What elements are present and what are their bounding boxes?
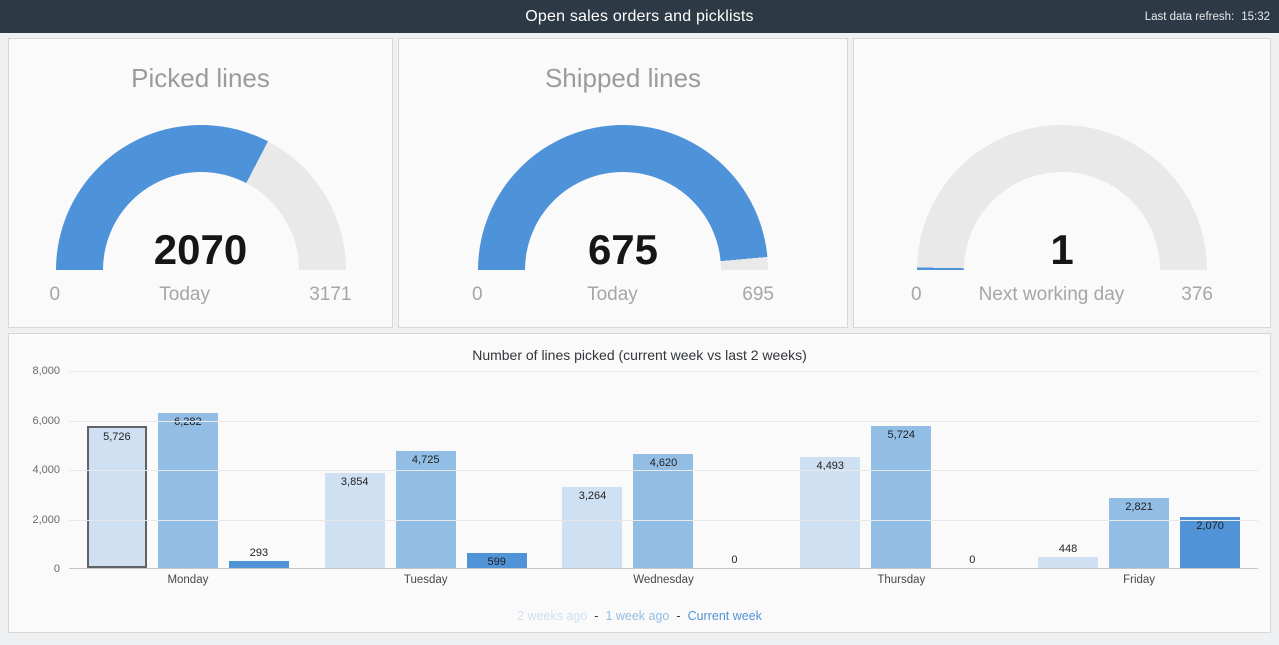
gauge-axis-label: Today [587,284,638,305]
bar-value-label: 448 [1058,543,1078,555]
gauge-max: 695 [742,284,774,305]
refresh-time: 15:32 [1241,10,1270,23]
app-header: Open sales orders and picklists Last dat… [0,0,1279,33]
x-axis-label: Wednesday [633,574,694,586]
next-working-day-gauge: 1 [917,125,1207,273]
shipped-lines-gauge: 675 [478,125,768,273]
bar-value-label: 599 [487,556,506,568]
bar-value-label: 2,070 [1196,520,1224,532]
gauge-title: Picked lines [131,63,270,93]
legend-item-current-week[interactable]: Current week [687,609,762,623]
gauge-min: 0 [49,284,61,305]
gauge-value: 2070 [153,226,248,273]
bar-value-label: 3,854 [340,476,369,488]
last-data-refresh: Last data refresh: 15:32 [1145,0,1270,33]
gauge-axis-label: Next working day [978,284,1125,305]
bar-2-weeks-ago-thursday[interactable]: 4,493 [800,457,861,568]
chart-title: Number of lines picked (current week vs … [472,347,807,363]
bar-current-week-tuesday[interactable]: 599 [466,553,527,568]
bar-value-label: 4,725 [411,454,440,466]
legend-item-1-week-ago[interactable]: 1 week ago [605,609,670,623]
gauge-row: Picked lines 2070 0 Today 3171 Shipped l… [8,38,1271,328]
y-axis-tick-label: 6,000 [32,414,60,427]
gauge-min: 0 [911,284,922,305]
shipped-lines-card: Shipped lines 675 0 Today 695 [398,38,848,328]
gauge-axis-label: Today [159,284,210,305]
page-title: Open sales orders and picklists [525,7,754,25]
bar-1-week-ago-friday[interactable]: 2,821 [1109,498,1170,568]
bar-value-label: 0 [731,554,738,566]
bar-1-week-ago-thursday[interactable]: 5,724 [871,426,932,568]
gauge-scale: 0 Today 3171 [50,284,352,306]
legend-separator: - [594,609,599,623]
x-axis-label: Monday [167,574,209,586]
gridline [69,371,1258,372]
y-axis-tick-label: 2,000 [32,513,60,526]
bar-1-week-ago-wednesday[interactable]: 4,620 [633,454,694,568]
bar-value-label: 2,821 [1125,501,1153,513]
chart-groups: 5,726 6,282 293 Monday 3,854 4,725 599 Tuesday 3… [69,371,1258,586]
x-axis-label: Tuesday [403,574,448,586]
chart-group-wednesday: 3,264 4,620 0 Wednesday [545,371,783,586]
bar-1-week-ago-monday[interactable]: 6,282 [157,413,218,568]
gauge-value: 1 [1050,226,1074,273]
y-axis-tick-label: 8,000 [32,365,60,377]
bar-value-label: 0 [969,554,976,566]
bar-current-week-monday[interactable]: 293 [228,547,289,568]
bar-2-weeks-ago-friday[interactable]: 448 [1038,543,1099,568]
gauge-value: 675 [587,226,659,273]
picked-lines-card: Picked lines 2070 0 Today 3171 [8,38,393,328]
next-working-day-card: 1 0 Next working day 376 [853,38,1271,328]
bar-current-week-friday[interactable]: 2,070 [1180,517,1241,568]
bar-2-weeks-ago-tuesday[interactable]: 3,854 [324,473,385,568]
bar-value-label: 4,493 [816,460,845,472]
gridline [69,470,1258,471]
y-axis-tick-label: 4,000 [32,464,60,476]
gauge-scale: 0 Today 695 [472,284,774,306]
gauge-title: Shipped lines [544,63,702,93]
bar-value-label: 3,264 [578,490,607,502]
chart-group-monday: 5,726 6,282 293 Monday [69,371,307,586]
legend-item-2-weeks-ago[interactable]: 2 weeks ago [517,609,588,623]
y-axis-tick-label: 0 [53,563,60,575]
gridline [69,420,1258,422]
gridline [69,519,1258,521]
bar-value-label: 5,726 [103,431,131,443]
x-axis-label: Thursday [877,574,926,586]
bar-value-label: 5,724 [887,429,916,441]
legend-separator: - [676,609,681,623]
bar-2-weeks-ago-monday[interactable]: 5,726 [86,426,147,568]
gauge-min: 0 [472,284,483,305]
bar-value-label: 6,282 [174,416,202,428]
bar-value-label: 4,620 [649,457,678,469]
bar-2-weeks-ago-wednesday[interactable]: 3,264 [562,487,623,568]
gauge-max: 376 [1181,284,1213,305]
gauge-scale: 0 Next working day 376 [911,284,1213,306]
chart-group-thursday: 4,493 5,724 0 Thursday [782,371,1020,586]
bar-value-label: 293 [249,547,269,559]
x-axis-label: Friday [1123,574,1156,586]
bar-1-week-ago-tuesday[interactable]: 4,725 [395,451,456,568]
lines-picked-chart-card: Number of lines picked (current week vs … [8,333,1271,633]
chart-group-friday: 448 2,821 2,070 Friday [1020,371,1258,586]
chart-plot: 5,726 6,282 293 Monday 3,854 4,725 599 Tuesday 3… [32,365,1258,586]
chart-legend: 2 weeks ago -1 week ago - Current week [9,609,1270,623]
gauge-max: 3171 [309,284,352,305]
refresh-label: Last data refresh: [1144,10,1235,23]
picked-lines-gauge: 2070 [55,125,346,273]
